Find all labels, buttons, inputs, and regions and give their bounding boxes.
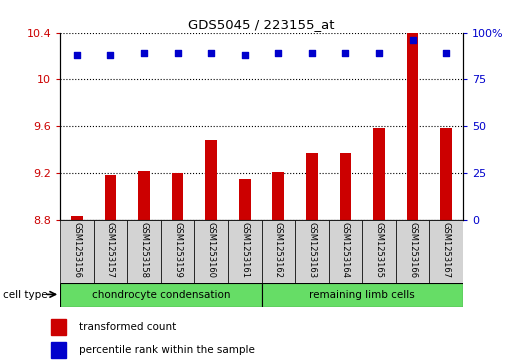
Text: GSM1253166: GSM1253166: [408, 221, 417, 278]
Bar: [228, 220, 262, 283]
Bar: [195, 220, 228, 283]
Text: GSM1253167: GSM1253167: [441, 221, 451, 278]
Bar: [407, 12, 418, 220]
Bar: [306, 153, 317, 220]
Bar: [206, 140, 217, 220]
Bar: [272, 172, 284, 220]
Text: GSM1253161: GSM1253161: [240, 221, 249, 278]
Bar: [105, 175, 116, 220]
Bar: [71, 216, 83, 220]
Text: transformed count: transformed count: [79, 322, 176, 332]
Bar: [161, 220, 195, 283]
Text: GSM1253158: GSM1253158: [140, 221, 149, 278]
Text: cell type: cell type: [3, 290, 47, 300]
Point: [73, 52, 81, 58]
Point: [106, 52, 115, 58]
Text: remaining limb cells: remaining limb cells: [309, 290, 415, 300]
Point: [375, 50, 383, 56]
Bar: [440, 129, 452, 220]
Bar: [339, 153, 351, 220]
Text: GSM1253165: GSM1253165: [374, 221, 383, 278]
Bar: [373, 129, 385, 220]
Bar: [60, 283, 262, 307]
Point: [408, 37, 417, 43]
Text: chondrocyte condensation: chondrocyte condensation: [92, 290, 230, 300]
Text: GSM1253164: GSM1253164: [341, 221, 350, 278]
Bar: [262, 220, 295, 283]
Bar: [396, 220, 429, 283]
Text: GSM1253160: GSM1253160: [207, 221, 215, 278]
Bar: [328, 220, 362, 283]
Point: [207, 50, 215, 56]
Point: [308, 50, 316, 56]
Bar: [262, 283, 463, 307]
Text: GSM1253163: GSM1253163: [308, 221, 316, 278]
Text: GSM1253159: GSM1253159: [173, 221, 182, 277]
Text: GSM1253157: GSM1253157: [106, 221, 115, 278]
Point: [442, 50, 450, 56]
Point: [274, 50, 282, 56]
Point: [140, 50, 148, 56]
Point: [341, 50, 349, 56]
Bar: [172, 173, 184, 220]
Text: GSM1253162: GSM1253162: [274, 221, 283, 278]
Bar: [51, 319, 65, 335]
Text: GSM1253156: GSM1253156: [72, 221, 82, 278]
Bar: [138, 171, 150, 220]
Bar: [362, 220, 396, 283]
Bar: [429, 220, 463, 283]
Bar: [60, 220, 94, 283]
Bar: [239, 179, 251, 220]
Point: [174, 50, 182, 56]
Title: GDS5045 / 223155_at: GDS5045 / 223155_at: [188, 19, 335, 32]
Point: [241, 52, 249, 58]
Bar: [94, 220, 127, 283]
Bar: [295, 220, 328, 283]
Text: percentile rank within the sample: percentile rank within the sample: [79, 345, 255, 355]
Bar: [51, 342, 65, 358]
Bar: [127, 220, 161, 283]
